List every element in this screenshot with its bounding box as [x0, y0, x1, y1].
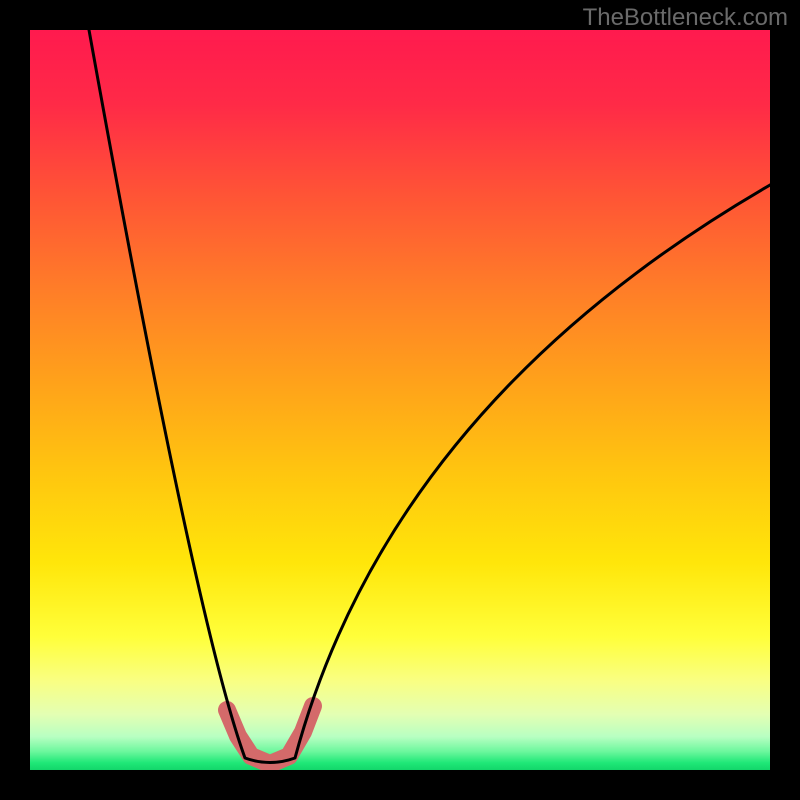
- bottleneck-curve: [89, 30, 770, 763]
- chart-root: { "watermark": { "text": "TheBottleneck.…: [0, 0, 800, 800]
- watermark-text: TheBottleneck.com: [583, 4, 788, 32]
- plot-area: [30, 30, 770, 770]
- chart-curve-layer: [30, 30, 770, 770]
